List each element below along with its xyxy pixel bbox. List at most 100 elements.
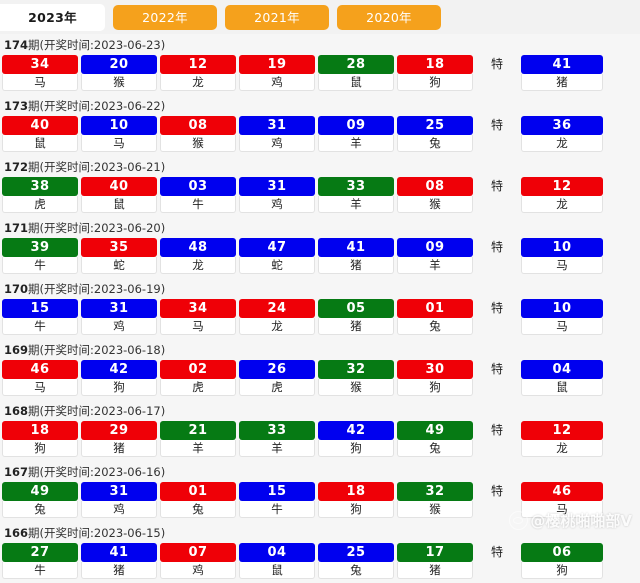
ball-cell: 28 鼠	[318, 55, 394, 91]
ball-zodiac: 马	[81, 135, 157, 152]
special-ball-zodiac: 猪	[521, 74, 603, 91]
ball-zodiac: 马	[160, 318, 236, 335]
draw-issue-number: 170	[4, 282, 29, 296]
ball-number: 28	[318, 55, 394, 74]
ball-cell: 18 狗	[318, 482, 394, 518]
ball-cell: 30 狗	[397, 360, 473, 396]
ball-row: 15 牛 31 鸡 34 马 24 龙 05 猪 01 兔特 10 马	[0, 299, 640, 339]
draw-block: 169期(开奖时间:2023-06-18) 46 马 42 狗 02 虎 26 虎 32 猴 30 狗特…	[0, 339, 640, 400]
ball-zodiac: 鼠	[239, 562, 315, 579]
ball-number: 08	[160, 116, 236, 135]
ball-cell: 25 兔	[397, 116, 473, 152]
ball-cell: 49 兔	[2, 482, 78, 518]
special-ball-zodiac: 龙	[521, 196, 603, 213]
ball-number: 33	[239, 421, 315, 440]
tab-year-2021[interactable]: 2021年	[225, 4, 329, 30]
ball-zodiac: 猪	[397, 562, 473, 579]
special-ball-number: 12	[521, 421, 603, 440]
ball-number: 12	[160, 55, 236, 74]
ball-number: 19	[239, 55, 315, 74]
ball-zodiac: 猴	[81, 74, 157, 91]
draw-issue-number: 172	[4, 160, 29, 174]
special-ball-zodiac: 马	[521, 257, 603, 274]
special-ball-label: 特	[490, 423, 503, 437]
ball-zodiac: 虎	[160, 379, 236, 396]
ball-number: 34	[160, 299, 236, 318]
draw-title-rest: 期(开奖时间:2023-06-17)	[28, 404, 166, 418]
special-ball-zodiac: 马	[521, 318, 603, 335]
ball-number: 42	[81, 360, 157, 379]
ball-row: 34 马 20 猴 12 龙 19 鸡 28 鼠 18 狗 特 41 猪	[0, 55, 640, 95]
ball-cell: 10 马	[81, 116, 157, 152]
tab-year-2020[interactable]: 2020年	[337, 4, 441, 30]
ball-number: 15	[239, 482, 315, 501]
ball-row: 40 鼠 10 马 08 猴 31 鸡 09 羊 25 兔 特 36 龙	[0, 116, 640, 156]
ball-number: 10	[81, 116, 157, 135]
draw-issue-number: 167	[4, 465, 29, 479]
draw-title-rest: 期(开奖时间:2023-06-19)	[28, 282, 166, 296]
ball-number: 18	[2, 421, 78, 440]
ball-number: 38	[2, 177, 78, 196]
special-ball-number: 12	[521, 177, 603, 196]
ball-number: 25	[318, 543, 394, 562]
ball-zodiac: 牛	[160, 196, 236, 213]
draw-issue-number: 168	[4, 404, 29, 418]
ball-cell: 42 狗	[318, 421, 394, 457]
ball-zodiac: 羊	[318, 135, 394, 152]
ball-cell: 39 牛	[2, 238, 78, 274]
special-ball-cell: 04 鼠	[521, 360, 603, 396]
draw-title-rest: 期(开奖时间:2023-06-22)	[28, 99, 166, 113]
year-tab-bar: 2023年 2022年 2021年 2020年	[0, 0, 640, 34]
ball-number: 02	[160, 360, 236, 379]
ball-zodiac: 猪	[81, 440, 157, 457]
draw-title-rest: 期(开奖时间:2023-06-21)	[28, 160, 166, 174]
ball-zodiac: 猪	[318, 318, 394, 335]
special-ball-label: 特	[490, 301, 503, 315]
ball-zodiac: 羊	[160, 440, 236, 457]
ball-cell: 32 猴	[397, 482, 473, 518]
ball-cell: 48 龙	[160, 238, 236, 274]
ball-number: 18	[397, 55, 473, 74]
ball-zodiac: 兔	[397, 318, 473, 335]
ball-cell: 31 鸡	[239, 116, 315, 152]
tab-year-2023[interactable]: 2023年	[0, 3, 105, 31]
ball-cell: 02 虎	[160, 360, 236, 396]
ball-number: 08	[397, 177, 473, 196]
ball-zodiac: 牛	[239, 501, 315, 518]
ball-cell: 03 牛	[160, 177, 236, 213]
ball-cell: 05 猪	[318, 299, 394, 335]
ball-zodiac: 兔	[397, 135, 473, 152]
special-ball-zodiac: 马	[521, 501, 603, 518]
special-ball-zodiac: 龙	[521, 440, 603, 457]
ball-number: 07	[160, 543, 236, 562]
ball-cell: 15 牛	[2, 299, 78, 335]
ball-number: 32	[318, 360, 394, 379]
draw-title-rest: 期(开奖时间:2023-06-18)	[28, 343, 166, 357]
ball-cell: 29 猪	[81, 421, 157, 457]
ball-row: 39 牛 35 蛇 48 龙 47 蛇 41 猪 09 羊特 10 马	[0, 238, 640, 278]
ball-zodiac: 鸡	[81, 318, 157, 335]
special-ball-zodiac: 狗	[521, 562, 603, 579]
special-ball-cell: 06 狗	[521, 543, 603, 579]
ball-zodiac: 龙	[239, 318, 315, 335]
ball-cell: 01 兔	[397, 299, 473, 335]
ball-number: 41	[81, 543, 157, 562]
ball-cell: 40 鼠	[81, 177, 157, 213]
ball-number: 48	[160, 238, 236, 257]
ball-zodiac: 龙	[160, 257, 236, 274]
draw-block: 166期(开奖时间:2023-06-15) 27 牛 41 猪 07 鸡 04 鼠 25 兔 17 猪特…	[0, 522, 640, 583]
tab-year-2022[interactable]: 2022年	[113, 4, 217, 30]
ball-zodiac: 鼠	[318, 74, 394, 91]
draw-title: 169期(开奖时间:2023-06-18)	[0, 339, 640, 360]
ball-zodiac: 兔	[160, 501, 236, 518]
ball-cell: 27 牛	[2, 543, 78, 579]
draw-title: 173期(开奖时间:2023-06-22)	[0, 95, 640, 116]
ball-number: 09	[318, 116, 394, 135]
draw-block: 172期(开奖时间:2023-06-21) 38 虎 40 鼠 03 牛 31 鸡 33 羊 08 猴特…	[0, 156, 640, 217]
ball-cell: 31 鸡	[239, 177, 315, 213]
ball-number: 49	[2, 482, 78, 501]
draw-result-list: 174期(开奖时间:2023-06-23) 34 马 20 猴 12 龙 19 鸡 28 鼠 18 狗特…	[0, 34, 640, 583]
draw-issue-number: 166	[4, 526, 29, 540]
ball-number: 30	[397, 360, 473, 379]
ball-row: 27 牛 41 猪 07 鸡 04 鼠 25 兔 17 猪特 06 狗	[0, 543, 640, 583]
